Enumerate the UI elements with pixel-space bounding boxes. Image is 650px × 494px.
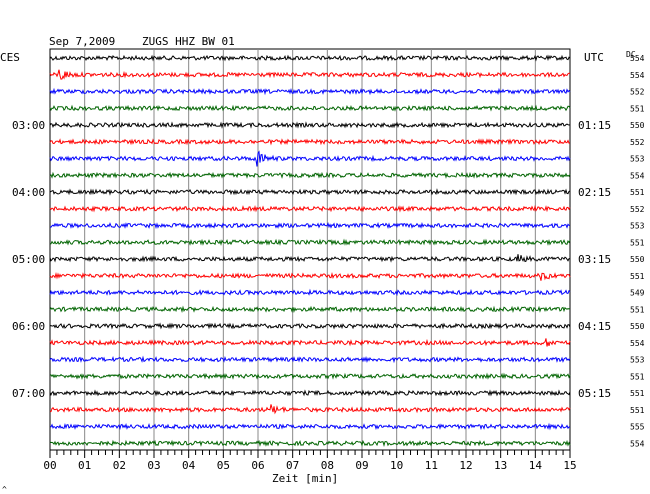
left-time-label: 05:00 [12, 253, 45, 266]
dc-value: 554 [630, 171, 645, 180]
trace-line-4 [49, 121, 571, 129]
trace-group [49, 54, 571, 447]
x-tick-label: 07 [286, 459, 299, 472]
trace-line-2 [49, 87, 571, 96]
right-time-label: 01:15 [578, 119, 611, 132]
trace-line-14 [49, 288, 571, 297]
x-tick-label: 02 [113, 459, 126, 472]
dc-value: 552 [630, 138, 645, 147]
dc-value: 549 [630, 289, 645, 298]
dc-value: 552 [630, 205, 645, 214]
dc-value: 551 [630, 389, 645, 398]
trace-line-6 [49, 150, 571, 167]
dc-value: 555 [630, 423, 645, 432]
right-time-label: 04:15 [578, 320, 611, 333]
trace-line-8 [49, 188, 571, 196]
trace-line-13 [49, 271, 571, 281]
dc-value: 551 [630, 372, 645, 381]
dc-value: 550 [630, 121, 645, 130]
x-tick-label: 03 [147, 459, 160, 472]
x-axis: 00 01 02 03 04 05 06 07 08 09 10 11 12 13 14 15 [43, 449, 577, 472]
dc-value: 550 [630, 255, 645, 264]
dc-value: 554 [630, 439, 645, 448]
x-tick-label: 08 [321, 459, 334, 472]
grid-lines [49, 48, 571, 451]
dc-value: 551 [630, 305, 645, 314]
x-tick-label: 05 [217, 459, 230, 472]
trace-line-12 [49, 254, 571, 263]
time-labels: 03:00 04:00 05:00 06:00 07:00 01:15 02:15 03:15… [12, 54, 645, 448]
plot-frame [49, 48, 571, 451]
x-tick-label: 01 [78, 459, 91, 472]
trace-line-1 [49, 69, 571, 80]
left-zone-label: CES [0, 51, 20, 64]
x-tick-label: 11 [425, 459, 438, 472]
x-tick-label: 12 [459, 459, 472, 472]
trace-line-16 [49, 322, 571, 330]
dc-value: 553 [630, 155, 645, 164]
right-time-label: 03:15 [578, 253, 611, 266]
trace-line-5 [49, 138, 571, 146]
left-time-label: 06:00 [12, 320, 45, 333]
dc-value: 552 [630, 88, 645, 97]
dc-value: 554 [630, 71, 645, 80]
dc-value: 553 [630, 356, 645, 365]
dc-value: 551 [630, 406, 645, 415]
right-zone-label: UTC [584, 51, 604, 64]
dc-value: 551 [630, 238, 645, 247]
trace-line-22 [49, 422, 571, 431]
dc-value: 551 [630, 104, 645, 113]
x-tick-label: 15 [563, 459, 576, 472]
left-time-label: 07:00 [12, 387, 45, 400]
x-tick-label: 00 [43, 459, 56, 472]
dc-value: 551 [630, 188, 645, 197]
dc-value: 554 [630, 54, 645, 63]
dc-value: 553 [630, 222, 645, 231]
trace-line-18 [49, 355, 571, 364]
dc-value: 550 [630, 322, 645, 331]
trace-line-9 [49, 204, 571, 213]
trace-line-7 [49, 171, 571, 179]
right-time-label: 02:15 [578, 186, 611, 199]
x-tick-label: 06 [251, 459, 264, 472]
corner-mark: ^ [2, 485, 7, 494]
trace-line-17 [49, 338, 571, 347]
trace-line-0 [49, 54, 571, 62]
x-axis-label: Zeit [min] [272, 472, 338, 485]
trace-line-23 [49, 439, 571, 447]
trace-line-19 [49, 372, 571, 381]
x-tick-label: 10 [390, 459, 403, 472]
right-time-label: 05:15 [578, 387, 611, 400]
x-tick-label: 04 [182, 459, 196, 472]
trace-line-3 [49, 104, 571, 112]
left-time-label: 03:00 [12, 119, 45, 132]
left-time-label: 04:00 [12, 186, 45, 199]
dc-value: 554 [630, 339, 645, 348]
trace-line-21 [49, 404, 571, 415]
dc-header: DC [626, 50, 636, 59]
header-date: Sep 7,2009 [49, 35, 115, 48]
trace-line-20 [49, 389, 571, 397]
header-station: ZUGS HHZ BW 01 [142, 35, 235, 48]
trace-line-10 [50, 221, 571, 230]
trace-line-11 [49, 238, 571, 246]
x-tick-label: 13 [494, 459, 507, 472]
trace-line-15 [49, 305, 571, 314]
x-tick-label: 14 [529, 459, 543, 472]
dc-value: 551 [630, 272, 645, 281]
x-tick-label: 09 [355, 459, 368, 472]
